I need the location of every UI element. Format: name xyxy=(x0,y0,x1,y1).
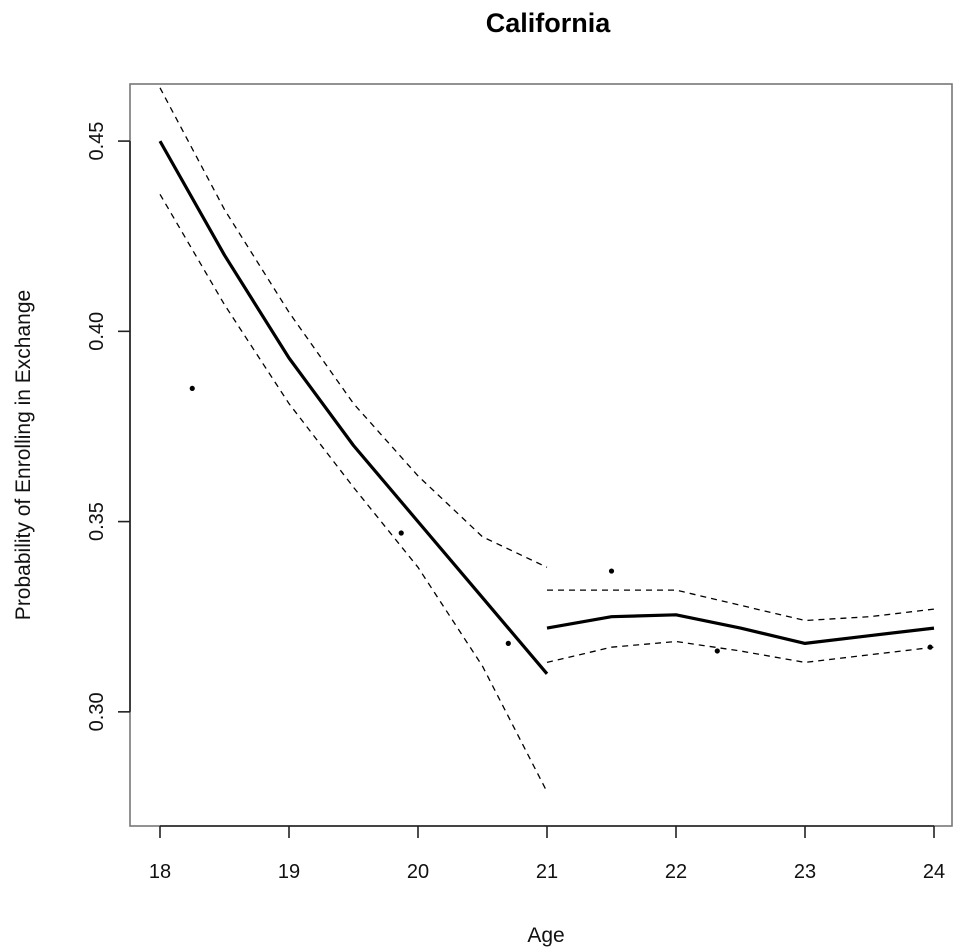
upper-ci-line-segment-1 xyxy=(159,87,548,568)
series-layer xyxy=(158,87,935,793)
x-axis: 18 19 20 21 22 23 24 xyxy=(149,825,945,883)
x-tick-label: 19 xyxy=(278,861,300,883)
x-tick-label: 18 xyxy=(149,861,171,883)
fit-line-segment-1 xyxy=(158,140,549,675)
data-point xyxy=(189,385,195,392)
fit-line-segment-2 xyxy=(546,613,935,646)
x-tick-label: 22 xyxy=(665,861,687,883)
y-tick-label: 0.30 xyxy=(86,692,108,731)
lower-ci-line-segment-1 xyxy=(159,193,548,793)
x-tick-label: 21 xyxy=(536,861,558,883)
data-point xyxy=(505,640,511,646)
y-tick-label: 0.45 xyxy=(86,122,108,161)
data-point xyxy=(608,568,615,574)
data-point xyxy=(927,644,933,650)
x-tick-label: 20 xyxy=(407,861,429,883)
x-tick-label: 24 xyxy=(923,861,945,883)
x-axis-label: Age xyxy=(527,924,564,947)
data-point xyxy=(398,530,404,536)
upper-ci-line-segment-2 xyxy=(547,589,935,622)
y-tick-label: 0.35 xyxy=(86,502,108,541)
plot-frame xyxy=(129,83,953,827)
x-tick-label: 23 xyxy=(794,861,816,883)
y-axis: 0.30 0.35 0.40 0.45 xyxy=(86,122,131,731)
y-axis-label: Probability of Enrolling in Exchange xyxy=(12,290,35,620)
y-tick-label: 0.40 xyxy=(86,312,108,351)
data-point xyxy=(714,648,720,654)
points-layer xyxy=(189,385,933,654)
chart-title: California xyxy=(486,8,612,38)
lower-ci-line-segment-2 xyxy=(546,640,935,664)
